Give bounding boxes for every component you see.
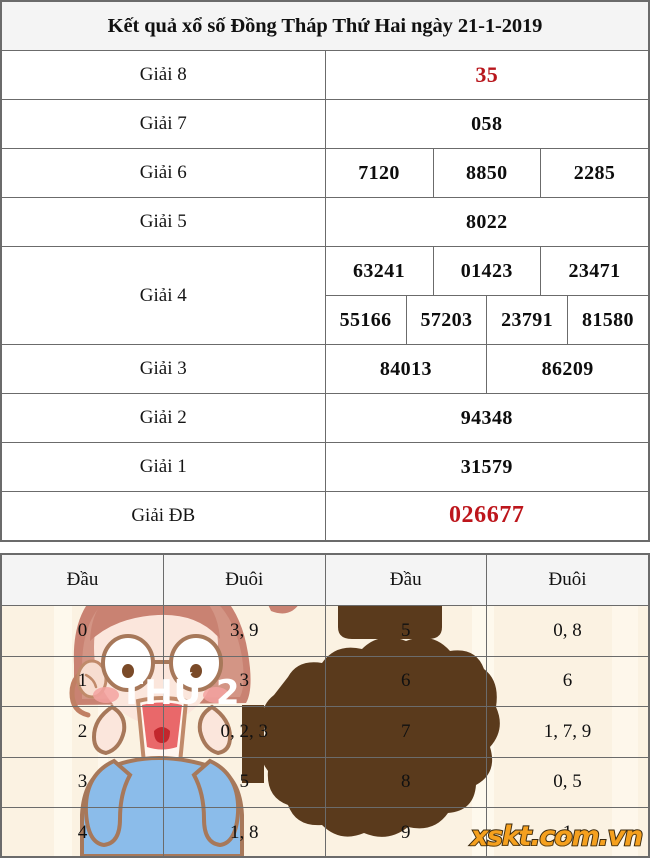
table-row-prize-7: Giải 7 058 (0, 99, 650, 149)
page-title: Kết quả xổ số Đồng Tháp Thứ Hai ngày 21-… (0, 0, 650, 51)
prize-value-6-1: 7120 (358, 161, 400, 184)
prize-label-4: Giải 4 (0, 246, 326, 345)
column-header-duoi-right: Đuôi (486, 555, 648, 606)
table-row-prize-2: Giải 2 94348 (0, 393, 650, 443)
column-header-dau-right: Đầu (324, 555, 487, 606)
table-row-prize-db: Giải ĐB 026677 (0, 491, 650, 541)
prize-value-5: 8022 (324, 197, 650, 247)
table-row: 4 1, 8 9 1 (2, 807, 648, 856)
head-left-3: 3 (2, 756, 164, 808)
prize-value-4-3: 23471 (540, 247, 648, 295)
head-left-0: 0 (2, 605, 164, 657)
prize-value-7: 058 (324, 99, 650, 149)
table-title-row: Kết quả xổ số Đồng Tháp Thứ Hai ngày 21-… (0, 0, 650, 51)
tail-right-1: 6 (486, 655, 648, 707)
prize-label-8: Giải 8 (0, 50, 326, 100)
table-row: 2 0, 2, 3 7 1, 7, 9 (2, 706, 648, 758)
table-row: 1 3 6 6 (2, 655, 648, 707)
table-row-prize-1: Giải 1 31579 (0, 442, 650, 492)
head-left-2: 2 (2, 706, 164, 758)
column-header-duoi-left: Đuôi (163, 555, 326, 606)
prize-value-4-4: 55166 (339, 308, 392, 331)
prize-label-1: Giải 1 (0, 442, 326, 492)
table-row: 3 5 8 0, 5 (2, 756, 648, 808)
head-right-4: 9 (324, 807, 487, 856)
prize-values-6: 7120 8850 2285 (324, 148, 650, 198)
prize-value-db: 026677 (324, 491, 650, 541)
tail-left-3: 5 (163, 756, 326, 808)
prize-6-grid: 7120 8850 2285 (326, 149, 648, 197)
table-row: 0 3, 9 5 0, 8 (2, 605, 648, 657)
table-row-prize-3: Giải 3 84013 86209 (0, 344, 650, 394)
prize-value-4-5: 57203 (405, 295, 487, 344)
prize-label-6: Giải 6 (0, 148, 326, 198)
head-right-3: 8 (324, 756, 487, 808)
weekday-badge: THỨ 2 (120, 673, 241, 713)
prize-value-1: 31579 (324, 442, 650, 492)
tail-left-0: 3, 9 (163, 605, 326, 657)
head-left-4: 4 (2, 807, 164, 856)
prize-label-7: Giải 7 (0, 99, 326, 149)
prize-value-8: 35 (324, 50, 650, 100)
prize-values-4: 63241 01423 23471 55166 57203 23791 8158… (324, 246, 650, 345)
prize-label-db: Giải ĐB (0, 491, 326, 541)
table-row-prize-5: Giải 5 8022 (0, 197, 650, 247)
column-header-dau-left: Đầu (2, 555, 164, 606)
table-row-prize-4: Giải 4 63241 01423 23471 55166 57203 (0, 246, 650, 345)
prize-values-3: 84013 86209 (324, 344, 650, 394)
prize-3-grid: 84013 86209 (326, 345, 648, 393)
prize-value-3-2: 86209 (486, 345, 648, 393)
head-right-0: 5 (324, 605, 487, 657)
prize-4-row-2: 55166 57203 23791 81580 (326, 295, 648, 344)
table-row-prize-6: Giải 6 7120 8850 2285 (0, 148, 650, 198)
head-tail-table: Đầu Đuôi Đầu Đuôi 0 3, 9 5 0, 8 1 3 6 6 (2, 555, 648, 856)
prize-label-5: Giải 5 (0, 197, 326, 247)
prize-value-3-1: 84013 (379, 357, 432, 380)
prize-4-row-1: 63241 01423 23471 (326, 247, 648, 295)
table-row-prize-8: Giải 8 35 (0, 50, 650, 100)
tail-right-0: 0, 8 (486, 605, 648, 657)
prize-value-4-2: 01423 (432, 247, 541, 295)
head-left-1: 1 (2, 655, 164, 707)
tail-left-4: 1, 8 (163, 807, 326, 856)
prize-value-6-3: 2285 (540, 149, 648, 197)
prize-value-4-7: 81580 (566, 295, 648, 344)
prize-4-grid: 63241 01423 23471 (326, 247, 648, 295)
prize-value-4-6: 23791 (486, 295, 568, 344)
lottery-result-table: Kết quả xổ số Đồng Tháp Thứ Hai ngày 21-… (0, 0, 650, 542)
head-right-1: 6 (324, 655, 487, 707)
tail-left-2: 0, 2, 3 (163, 706, 326, 758)
site-watermark: xskt.com.vn (470, 820, 644, 853)
head-tail-section: THỨ 2 Đầu Đuôi Đầu Đuôi 0 3, 9 5 0, 8 (0, 553, 650, 858)
prize-value-6-2: 8850 (432, 149, 541, 197)
prize-4-grid-2: 55166 57203 23791 81580 (325, 295, 648, 344)
prize-label-3: Giải 3 (0, 344, 326, 394)
prize-value-2: 94348 (324, 393, 650, 443)
tail-right-2: 1, 7, 9 (486, 706, 648, 758)
head-tail-header-row: Đầu Đuôi Đầu Đuôi (2, 555, 648, 606)
prize-label-2: Giải 2 (0, 393, 326, 443)
head-right-2: 7 (324, 706, 487, 758)
tail-right-4: 1 (486, 807, 648, 856)
prize-value-4-1: 63241 (353, 259, 405, 282)
tail-right-3: 0, 5 (486, 756, 648, 808)
